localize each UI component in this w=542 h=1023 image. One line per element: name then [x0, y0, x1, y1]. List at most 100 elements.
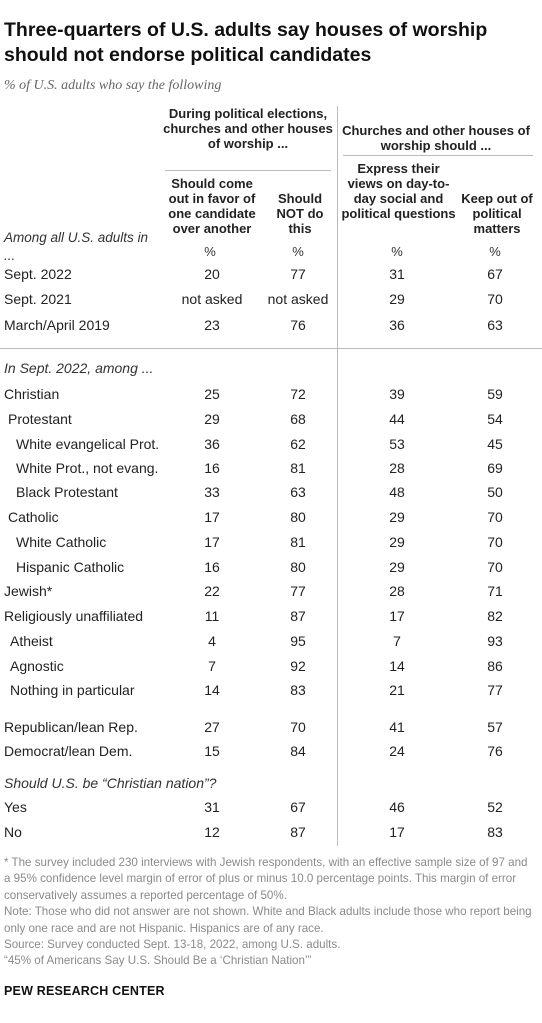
table-cell: 7 [393, 633, 401, 649]
row-label: Agnostic [10, 658, 64, 674]
table-cell: 17 [204, 534, 220, 550]
table-cell: 70 [487, 291, 503, 307]
table-cell: 14 [204, 682, 220, 698]
table-cell: 70 [487, 559, 503, 575]
table-cell: 53 [389, 436, 405, 452]
row-label: Black Protestant [16, 484, 118, 500]
table-cell: 67 [290, 799, 306, 815]
table-row: Religiously unaffiliated 11 87 17 82 [0, 606, 542, 626]
table-row: Sept. 2021 not asked not asked 29 70 [0, 289, 542, 309]
table-cell: 45 [487, 436, 503, 452]
table-row: Yes 31 67 46 52 [0, 797, 542, 817]
column-header-endorse: Should come out in favor of one candidat… [168, 176, 256, 236]
table-cell: 29 [389, 291, 405, 307]
table-cell: 82 [487, 608, 503, 624]
table-cell: 22 [204, 583, 220, 599]
table-cell: 81 [290, 534, 306, 550]
chart-title: Three-quarters of U.S. adults say houses… [4, 19, 488, 66]
row-label: Christian [4, 386, 60, 402]
table-cell: 14 [389, 658, 405, 674]
row-label: No [4, 824, 22, 840]
table-cell: 70 [487, 534, 503, 550]
row-label: March/April 2019 [4, 317, 110, 333]
table-cell: 39 [389, 386, 405, 402]
table-cell: 80 [290, 559, 306, 575]
row-label: White Catholic [16, 534, 107, 550]
table-cell: 62 [290, 436, 306, 452]
footnotes: * The survey included 230 interviews wit… [4, 855, 534, 970]
table-cell: 31 [204, 799, 220, 815]
table-cell: 29 [389, 509, 405, 525]
table-cell: 33 [204, 484, 220, 500]
row-label: Religiously unaffiliated [4, 608, 144, 624]
table-row: Atheist 4 95 7 93 [0, 631, 542, 651]
table-cell: 16 [204, 460, 220, 476]
report-title: “45% of Americans Say U.S. Should Be a ‘… [4, 954, 312, 968]
table-row: March/April 2019 23 76 36 63 [0, 315, 542, 335]
table-cell: 69 [487, 460, 503, 476]
table-cell: 50 [487, 484, 503, 500]
column-divider [337, 106, 338, 846]
row-label: White evangelical Prot. [16, 436, 160, 452]
table-cell: 16 [204, 559, 220, 575]
table-cell: 54 [487, 411, 503, 427]
percent-symbol: % [391, 244, 403, 259]
group-header-during-elections: During political elections, churches and… [163, 106, 333, 151]
table-cell: 63 [487, 317, 503, 333]
table-row: Jewish* 22 77 28 71 [0, 581, 542, 601]
table-cell: 36 [204, 436, 220, 452]
table-row: Agnostic 7 92 14 86 [0, 656, 542, 676]
table-cell: 83 [290, 682, 306, 698]
section-label-sept-2022: In Sept. 2022, among ... [4, 360, 154, 376]
table-row: White Prot., not evang. 16 81 28 69 [0, 458, 542, 478]
table-cell: 46 [389, 799, 405, 815]
section-label-christian-nation: Should U.S. be “Christian nation”? [4, 775, 217, 791]
table-row: Black Protestant 33 63 48 50 [0, 482, 542, 502]
table-cell: 27 [204, 719, 220, 735]
table-cell: 23 [204, 317, 220, 333]
group-header-houses-should: Churches and other houses of worship sho… [342, 123, 530, 153]
table-cell: 24 [389, 743, 405, 759]
row-label: Nothing in particular [10, 682, 135, 698]
table-row: Protestant 29 68 44 54 [0, 409, 542, 429]
note: Note: Those who did not answer are not s… [4, 905, 532, 935]
table-cell: 80 [290, 509, 306, 525]
table-row: No 12 87 17 83 [0, 822, 542, 842]
row-label: Jewish* [4, 583, 53, 599]
row-label: Atheist [10, 633, 53, 649]
table-cell: 57 [487, 719, 503, 735]
table-cell: 17 [204, 509, 220, 525]
table-cell: 93 [487, 633, 503, 649]
chart-subtitle: % of U.S. adults who say the following [4, 78, 222, 93]
column-header-not-endorse: Should NOT do this [276, 191, 324, 236]
table-cell: not asked [181, 291, 243, 307]
row-header-among-adults: Among all U.S. adults in ... [4, 230, 149, 263]
table-cell: 84 [290, 743, 306, 759]
table-cell: 17 [389, 824, 405, 840]
table-cell: 95 [290, 633, 306, 649]
row-label: Hispanic Catholic [16, 559, 125, 575]
table-cell: 52 [487, 799, 503, 815]
table-cell: 92 [290, 658, 306, 674]
table-row: Democrat/lean Dem. 15 84 24 76 [0, 741, 542, 761]
table-cell: 87 [290, 824, 306, 840]
table-cell: not asked [267, 291, 329, 307]
table-cell: 81 [290, 460, 306, 476]
percent-symbol: % [489, 244, 501, 259]
table-cell: 44 [389, 411, 405, 427]
footnote-jewish: * The survey included 230 interviews wit… [4, 856, 528, 902]
table-cell: 20 [204, 266, 220, 282]
table-cell: 87 [290, 608, 306, 624]
table-cell: 70 [290, 719, 306, 735]
table-row: Nothing in particular 14 83 21 77 [0, 680, 542, 700]
table-cell: 21 [389, 682, 405, 698]
table-cell: 76 [290, 317, 306, 333]
table-cell: 25 [204, 386, 220, 402]
table-cell: 70 [487, 509, 503, 525]
table-cell: 31 [389, 266, 405, 282]
row-label: Catholic [8, 509, 59, 525]
table-cell: 28 [389, 460, 405, 476]
section-divider [0, 348, 542, 349]
row-label: Democrat/lean Dem. [4, 743, 133, 759]
table-cell: 77 [487, 682, 503, 698]
